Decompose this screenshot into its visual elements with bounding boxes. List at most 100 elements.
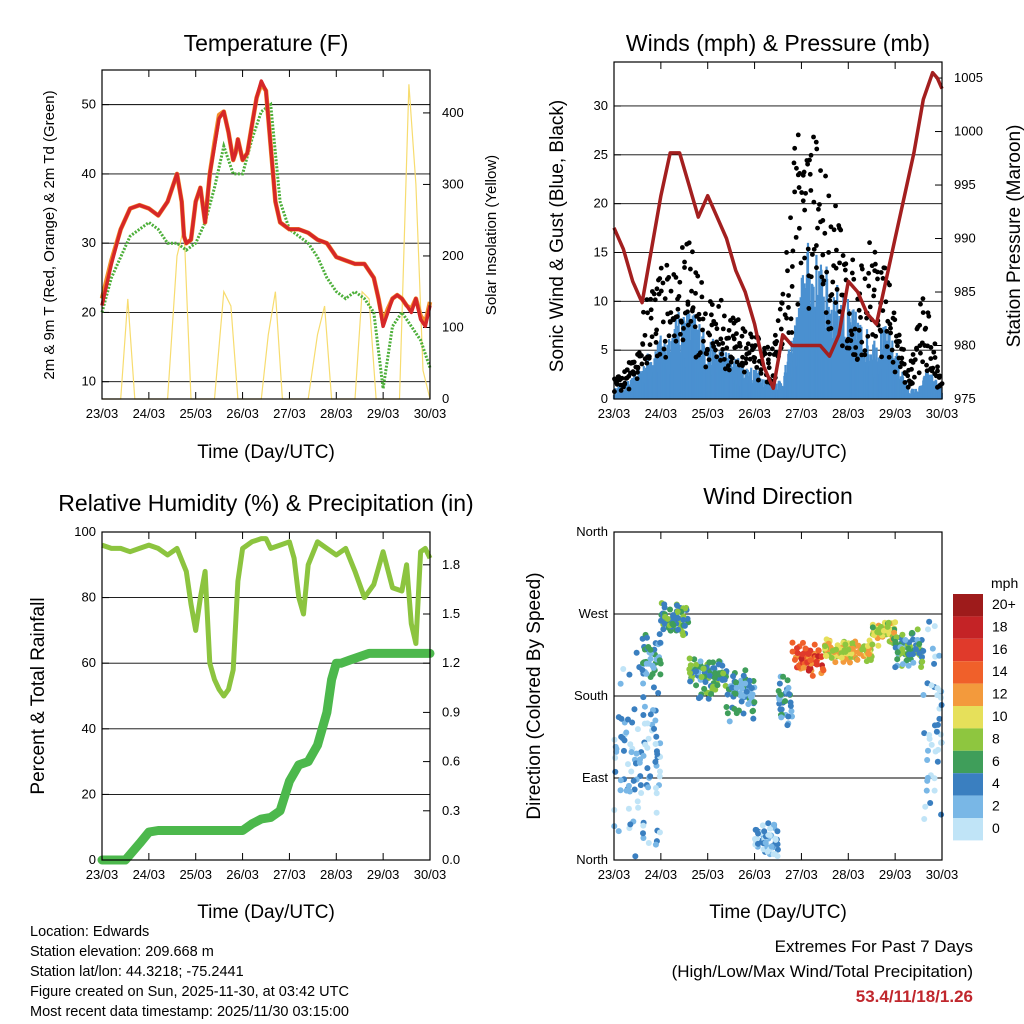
gust-point — [666, 333, 672, 339]
gust-point — [872, 261, 878, 267]
direction-point — [617, 680, 624, 687]
gust-point — [888, 330, 894, 336]
gust-point — [833, 300, 839, 305]
direction-point — [754, 835, 761, 842]
gust-point — [725, 363, 731, 369]
gust-point — [928, 345, 934, 350]
direction-point — [693, 682, 700, 689]
direction-point — [682, 605, 689, 612]
gust-point — [909, 366, 914, 372]
direction-point — [926, 731, 933, 738]
direction-point — [656, 773, 663, 780]
gust-point — [746, 350, 752, 356]
gust-point — [679, 319, 684, 325]
direction-point — [755, 830, 762, 837]
direction-point — [774, 828, 781, 835]
gust-point — [713, 347, 718, 353]
gust-point — [677, 331, 683, 337]
gust-point — [846, 345, 852, 351]
direction-point — [899, 631, 906, 638]
direction-point — [874, 628, 881, 635]
direction-point — [700, 665, 707, 672]
gust-point — [660, 319, 666, 325]
wind-ytick-label: 30 — [594, 98, 608, 113]
color-legend-label: 6 — [992, 753, 1000, 769]
direction-point — [893, 634, 900, 641]
gust-point — [663, 354, 669, 360]
color-legend-swatch — [953, 795, 983, 818]
temperature-ylabel-left: 2m & 9m T (Red, Orange) & 2m Td (Green) — [41, 90, 58, 379]
gust-point — [792, 189, 798, 195]
gust-point — [899, 355, 905, 361]
gust-point — [920, 359, 926, 365]
gust-point — [820, 252, 826, 258]
wind-ytick-label: 10 — [594, 293, 608, 308]
gust-point — [622, 380, 628, 386]
gust-point — [651, 291, 657, 297]
gust-point — [697, 350, 703, 356]
gust-point — [743, 356, 749, 362]
direction-point — [681, 622, 688, 629]
gust-point — [685, 309, 690, 315]
gust-point — [682, 265, 687, 270]
direction-point — [674, 615, 681, 622]
direction-point — [905, 645, 912, 652]
direction-point — [733, 679, 740, 686]
gust-point — [743, 345, 749, 351]
direction-point — [931, 787, 938, 794]
direction-point — [706, 659, 713, 666]
direction-point — [691, 656, 698, 663]
direction-point — [647, 773, 654, 780]
gust-point — [682, 259, 687, 265]
direction-point — [916, 641, 923, 648]
gust-point — [687, 266, 693, 272]
gust-point — [883, 299, 889, 305]
gust-point — [811, 199, 817, 205]
direction-point — [647, 711, 654, 718]
direction-point — [638, 789, 645, 796]
gust-point — [808, 274, 814, 280]
gust-point — [705, 346, 710, 352]
sonic-wind-series — [612, 242, 943, 399]
direction-point — [643, 660, 650, 667]
temp-xtick-label: 27/03 — [273, 406, 306, 421]
direction-point — [784, 722, 791, 729]
direction-point — [687, 678, 694, 685]
temp-ytick-label: 20 — [82, 304, 96, 319]
color-legend-swatch — [953, 683, 983, 706]
direction-point — [921, 816, 928, 823]
direction-point — [875, 642, 882, 649]
gust-point — [646, 354, 652, 359]
gust-point — [704, 351, 709, 357]
gust-point — [668, 288, 674, 294]
gust-point — [834, 247, 839, 253]
station-location: Location: Edwards — [30, 924, 150, 940]
gust-point — [918, 301, 923, 307]
rh-xtick-label: 26/03 — [226, 867, 259, 882]
gust-point — [892, 317, 898, 323]
direction-point — [645, 839, 652, 846]
gust-point — [878, 270, 884, 275]
direction-point — [926, 618, 933, 625]
temp-ytick-label: 30 — [82, 235, 96, 250]
gust-point — [708, 312, 714, 318]
direction-point — [928, 741, 935, 748]
direction-point — [924, 774, 931, 781]
gust-point — [726, 327, 732, 333]
direction-point — [641, 720, 648, 727]
solar-insolation-line — [102, 84, 431, 400]
gust-point — [749, 334, 755, 340]
temp-xtick-label: 25/03 — [179, 406, 212, 421]
gust-point — [777, 306, 783, 312]
direction-point — [906, 651, 913, 658]
gust-point — [914, 345, 919, 351]
direction-point — [905, 662, 912, 669]
gust-point — [814, 146, 820, 152]
direction-point — [630, 777, 637, 784]
direction-point — [617, 777, 624, 784]
gust-point — [910, 352, 916, 357]
station-latlon: Station lat/lon: 44.3218; -75.2441 — [30, 964, 244, 980]
recent-timestamp: Most recent data timestamp: 2025/11/30 0… — [30, 1004, 349, 1020]
direction-point — [655, 690, 662, 697]
gust-point — [928, 356, 934, 362]
